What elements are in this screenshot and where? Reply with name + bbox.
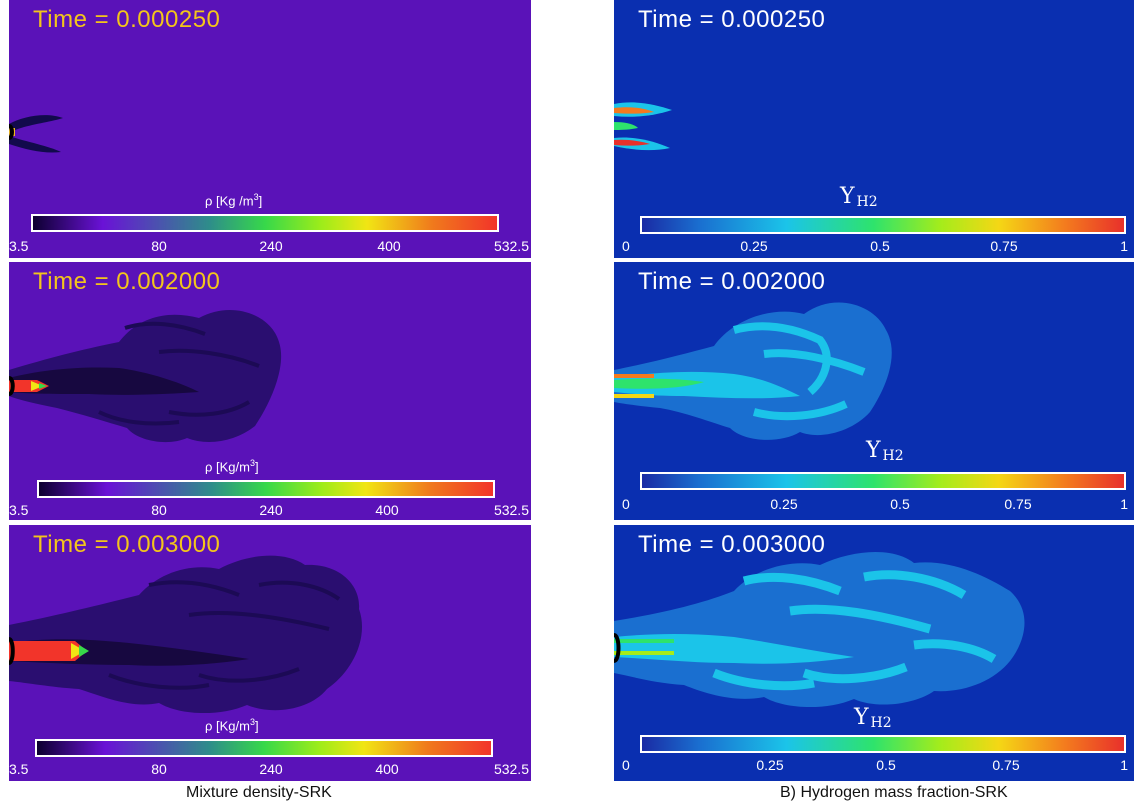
time-label: Time = 0.000250 bbox=[638, 6, 826, 33]
colorbar-title: Y H2 bbox=[840, 184, 878, 210]
tick-label: 0.75 bbox=[992, 757, 1020, 773]
h2-panel-1: Time = 0.000250 Y H2 0 0.25 0.5 0.75 1 bbox=[614, 0, 1134, 258]
tick-label: 1 bbox=[1120, 238, 1128, 254]
colorbar-title: Y H2 bbox=[866, 438, 904, 464]
tick-label: 0.25 bbox=[756, 757, 784, 773]
time-label: Time = 0.002000 bbox=[638, 268, 826, 295]
density-panel-1: Time = 0.000250 ρ [Kg /m3] 3.5 80 240 40… bbox=[9, 0, 531, 258]
tick-label: 80 bbox=[151, 502, 167, 518]
colorbar-title: ρ [Kg /m3] bbox=[205, 192, 263, 209]
tick-label: 1 bbox=[1120, 757, 1128, 773]
tick-label: 0.5 bbox=[870, 238, 890, 254]
density-panel-2: Time = 0.002000 ρ [Kg/m3] 3.5 80 240 400… bbox=[9, 262, 531, 520]
density-panel-3: Time = 0.003000 ρ [Kg/m3] 3.5 80 240 400… bbox=[9, 525, 531, 781]
colorbar-title: Y H2 bbox=[854, 705, 892, 731]
tick-label: 240 bbox=[259, 502, 283, 518]
tick-label: 0 bbox=[622, 757, 630, 773]
h2-colorbar bbox=[640, 216, 1126, 234]
tick-label: 1 bbox=[1120, 496, 1128, 512]
tick-label: 240 bbox=[259, 238, 283, 254]
h2-panel-2: Time = 0.002000 Y H2 0 0.25 0.5 0.75 1 bbox=[614, 262, 1134, 520]
tick-label: 0.75 bbox=[1004, 496, 1032, 512]
tick-label: 532.5 bbox=[493, 238, 529, 254]
tick-label: 532.5 bbox=[493, 502, 529, 518]
h2-colorbar bbox=[640, 472, 1126, 490]
h2-colorbar bbox=[640, 735, 1126, 753]
colorbar-ticks: 3.5 80 240 400 532.5 bbox=[9, 238, 531, 256]
colorbar-ticks: 0 0.25 0.5 0.75 1 bbox=[614, 757, 1134, 775]
tick-label: 0 bbox=[622, 238, 630, 254]
tick-label: 80 bbox=[151, 761, 167, 777]
density-field-2 bbox=[9, 262, 531, 520]
caption-left: Mixture density-SRK bbox=[186, 784, 332, 801]
tick-label: 532.5 bbox=[493, 761, 529, 777]
tick-label: 80 bbox=[151, 238, 167, 254]
tick-label: 400 bbox=[377, 238, 401, 254]
density-colorbar bbox=[37, 480, 495, 498]
colorbar-title: ρ [Kg/m3] bbox=[205, 717, 259, 734]
tick-label: 3.5 bbox=[9, 761, 29, 777]
tick-label: 3.5 bbox=[9, 502, 29, 518]
colorbar-ticks: 3.5 80 240 400 532.5 bbox=[9, 761, 531, 779]
colorbar-title: ρ [Kg/m3] bbox=[205, 458, 259, 475]
density-field-3 bbox=[9, 525, 531, 781]
tick-label: 0.5 bbox=[890, 496, 910, 512]
tick-label: 0.75 bbox=[990, 238, 1018, 254]
colorbar-ticks: 3.5 80 240 400 532.5 bbox=[9, 502, 531, 520]
time-label: Time = 0.003000 bbox=[33, 531, 221, 558]
tick-label: 240 bbox=[259, 761, 283, 777]
density-colorbar bbox=[31, 214, 499, 232]
tick-label: 0.5 bbox=[876, 757, 896, 773]
time-label: Time = 0.000250 bbox=[33, 6, 221, 33]
time-label: Time = 0.002000 bbox=[33, 268, 221, 295]
tick-label: 3.5 bbox=[9, 238, 29, 254]
tick-label: 0.25 bbox=[740, 238, 768, 254]
caption-right: B) Hydrogen mass fraction-SRK bbox=[780, 784, 1008, 801]
colorbar-ticks: 0 0.25 0.5 0.75 1 bbox=[614, 496, 1134, 514]
colorbar-ticks: 0 0.25 0.5 0.75 1 bbox=[614, 238, 1134, 256]
h2-field-1 bbox=[614, 0, 1134, 258]
tick-label: 400 bbox=[375, 761, 399, 777]
time-label: Time = 0.003000 bbox=[638, 531, 826, 558]
tick-label: 0.25 bbox=[770, 496, 798, 512]
density-colorbar bbox=[35, 739, 493, 757]
h2-panel-3: Time = 0.003000 Y H2 0 0.25 0.5 0.75 1 bbox=[614, 525, 1134, 781]
tick-label: 0 bbox=[622, 496, 630, 512]
tick-label: 400 bbox=[375, 502, 399, 518]
